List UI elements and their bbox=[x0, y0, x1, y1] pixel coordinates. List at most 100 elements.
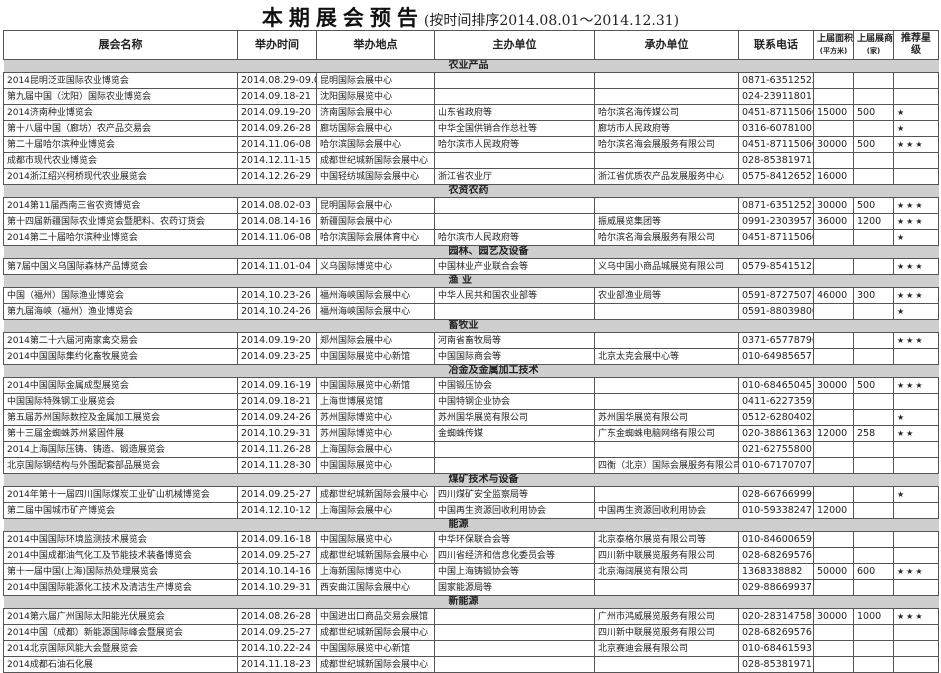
cell-host bbox=[434, 303, 595, 320]
cell-organizer: 中国再生资源回收利用协会 bbox=[594, 502, 739, 519]
cell-organizer: 北京赛迪会展有限公司 bbox=[594, 640, 739, 657]
cell-exhibitors: 500 bbox=[853, 136, 894, 153]
cell-host: 中华全国供销合作总社等 bbox=[434, 120, 595, 137]
cell-date: 2014.12.10-12 bbox=[237, 502, 317, 519]
cell-exhibitors bbox=[853, 579, 894, 596]
cell-name: 中国（福州）国际渔业博览会 bbox=[3, 287, 238, 304]
cell-name: 2014中国国际能源化工技术及清洁生产博览会 bbox=[3, 579, 238, 596]
cell-organizer: 哈尔滨名海传媒公司 bbox=[594, 104, 739, 121]
cell-phone: 0451-87115060 bbox=[738, 136, 814, 153]
section-spacer bbox=[3, 595, 435, 609]
cell-phone: 028-68269576 bbox=[738, 547, 814, 564]
section-spacer bbox=[3, 245, 435, 259]
cell-name: 2014浙江绍兴柯桥现代农业展览会 bbox=[3, 168, 238, 185]
cell-area bbox=[813, 640, 854, 657]
cell-exhibitors: 300 bbox=[853, 287, 894, 304]
cell-phone: 024-23911801 bbox=[738, 88, 814, 105]
cell-exhibitors: 600 bbox=[853, 563, 894, 580]
cell-exhibitors bbox=[853, 229, 894, 246]
table-row: 2014济南种业博览会 2014.09.19-20 济南国际会展中心 山东省政府等 哈尔… bbox=[3, 104, 939, 121]
cell-date: 2014.09.16-19 bbox=[237, 377, 317, 394]
cell-venue: 廊坊国际会展中心 bbox=[316, 120, 435, 137]
table-row: 第二十届哈尔滨种业博览会 2014.11.06-08 哈尔滨国际会展中心 哈尔滨市人民… bbox=[3, 136, 939, 153]
title-date-range: (按时间排序2014.08.01～2014.12.31) bbox=[423, 13, 680, 29]
cell-venue: 中国轻纺城国际会展中心 bbox=[316, 168, 435, 185]
cell-area bbox=[813, 486, 854, 503]
cell-date: 2014.10.29-31 bbox=[237, 579, 317, 596]
cell-phone: 028-66766999 bbox=[738, 486, 814, 503]
cell-host: 中国林业产业联合会等 bbox=[434, 258, 595, 275]
cell-venue: 西安曲江国际会展中心 bbox=[316, 579, 435, 596]
table-row: 2014成都石油石化展 2014.11.18-23 成都世纪城新国际会展中心 028-… bbox=[3, 656, 939, 673]
section-spacer bbox=[3, 473, 435, 487]
cell-name: 第十四届新疆国际农业博览会暨肥料、农药订货会 bbox=[3, 213, 238, 230]
cell-host: 金蜘蛛传媒 bbox=[434, 425, 595, 442]
cell-area: 15000 bbox=[813, 104, 854, 121]
header-phone: 联系电话 bbox=[738, 30, 814, 60]
cell-rating: ★★★ bbox=[893, 608, 939, 625]
cell-area bbox=[813, 303, 854, 320]
cell-rating: ★ bbox=[893, 229, 939, 246]
cell-name: 2014中国成都油气化工及节能技术装备博览会 bbox=[3, 547, 238, 564]
cell-rating: ★★★ bbox=[893, 377, 939, 394]
cell-organizer: 北京海阔展览有限公司 bbox=[594, 563, 739, 580]
cell-host: 苏州国华展览有限公司 bbox=[434, 409, 595, 426]
cell-name: 2014上海国际压铸、铸造、锻造展览会 bbox=[3, 441, 238, 458]
cell-organizer bbox=[594, 441, 739, 458]
cell-rating: ★ bbox=[893, 104, 939, 121]
cell-phone: 010-68465045 bbox=[738, 377, 814, 394]
cell-organizer: 廊坊市人民政府等 bbox=[594, 120, 739, 137]
cell-date: 2014.11.28-30 bbox=[237, 457, 317, 474]
cell-venue: 成都世纪城新国际会展中心 bbox=[316, 624, 435, 641]
cell-phone: 010-59338247 bbox=[738, 502, 814, 519]
cell-rating bbox=[893, 531, 939, 548]
section-header-row: 冶金及金属加工技术 bbox=[3, 364, 939, 378]
cell-phone: 021-62755800 bbox=[738, 441, 814, 458]
cell-host: 山东省政府等 bbox=[434, 104, 595, 121]
cell-name: 第二届中国城市矿产博览会 bbox=[3, 502, 238, 519]
cell-date: 2014.09.25-27 bbox=[237, 624, 317, 641]
cell-date: 2014.09.25-27 bbox=[237, 547, 317, 564]
cell-host: 中国再生资源回收利用协会 bbox=[434, 502, 595, 519]
cell-exhibitors bbox=[853, 640, 894, 657]
cell-exhibitors: 500 bbox=[853, 377, 894, 394]
cell-exhibitors bbox=[853, 168, 894, 185]
cell-organizer: 哈尔滨名海会展服务有限公司 bbox=[594, 229, 739, 246]
table-row: 第五届苏州国际数控及金属加工展览会 2014.09.24-26 苏州国际博览中心 苏州… bbox=[3, 409, 939, 426]
cell-exhibitors: 258 bbox=[853, 425, 894, 442]
cell-host: 四川煤矿安全监察局等 bbox=[434, 486, 595, 503]
cell-name: 第7届中国义乌国际森林产品博览会 bbox=[3, 258, 238, 275]
header-date: 举办时间 bbox=[237, 30, 317, 60]
cell-date: 2014.10.22-24 bbox=[237, 640, 317, 657]
cell-rating: ★ bbox=[893, 120, 939, 137]
cell-date: 2014.10.14-16 bbox=[237, 563, 317, 580]
cell-exhibitors: 500 bbox=[853, 197, 894, 214]
cell-date: 2014.12.26-29 bbox=[237, 168, 317, 185]
cell-name: 第九届中国（沈阳）国际农业博览会 bbox=[3, 88, 238, 105]
table-row: 2014第六届广州国际太阳能光伏展览会 2014.08.26-28 中国进出口商品交… bbox=[3, 608, 939, 625]
title-main: 本期展会预告 bbox=[261, 6, 424, 30]
section-label: 园林、园艺及设备 bbox=[434, 245, 939, 259]
cell-host bbox=[434, 640, 595, 657]
cell-rating: ★ bbox=[893, 486, 939, 503]
cell-date: 2014.09.19-20 bbox=[237, 332, 317, 349]
cell-area: 30000 bbox=[813, 377, 854, 394]
cell-organizer: 哈尔滨名海会展服务有限公司 bbox=[594, 136, 739, 153]
cell-phone: 0991-2303957 bbox=[738, 213, 814, 230]
cell-name: 中国国际特殊钢工业展览会 bbox=[3, 393, 238, 410]
section-label: 煤矿技术与设备 bbox=[434, 473, 939, 487]
cell-area bbox=[813, 348, 854, 365]
cell-area bbox=[813, 579, 854, 596]
header-host: 主办单位 bbox=[434, 30, 595, 60]
cell-rating bbox=[893, 88, 939, 105]
cell-exhibitors: 1000 bbox=[853, 608, 894, 625]
cell-name: 2014第二十六届河南家禽交易会 bbox=[3, 332, 238, 349]
cell-host bbox=[434, 197, 595, 214]
cell-date: 2014.10.23-26 bbox=[237, 287, 317, 304]
cell-host: 河南省畜牧局等 bbox=[434, 332, 595, 349]
cell-area bbox=[813, 624, 854, 641]
table-row: 第7届中国义乌国际森林产品博览会 2014.11.01-04 义乌国际博览中心 中国林… bbox=[3, 258, 939, 275]
cell-organizer bbox=[594, 486, 739, 503]
table-row: 中国国际特殊钢工业展览会 2014.09.18-21 上海世博展览馆 中国特钢企业协会… bbox=[3, 393, 939, 410]
section-spacer bbox=[3, 518, 435, 532]
